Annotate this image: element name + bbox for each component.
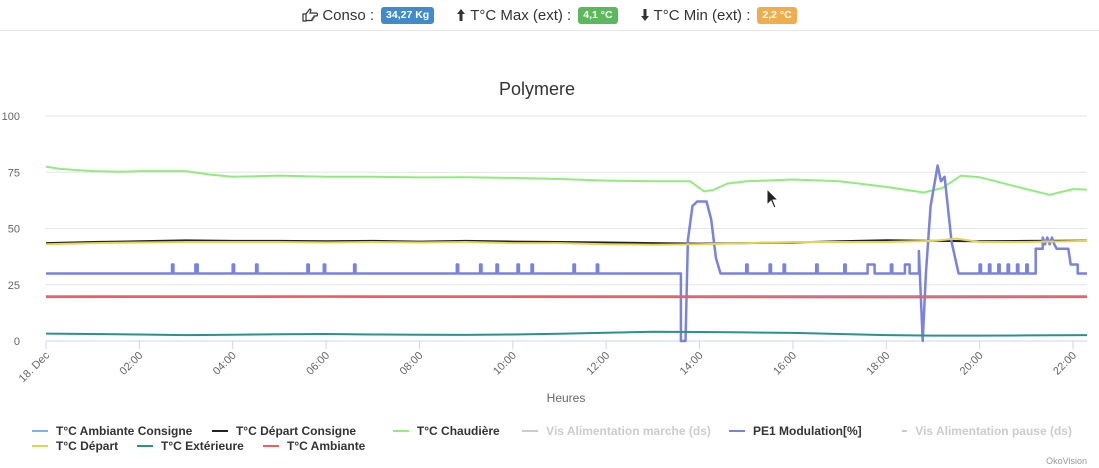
y-tick-label: 50: [8, 224, 20, 236]
y-tick-label: 0: [14, 336, 20, 348]
legend-label: T°C Chaudière: [416, 423, 500, 438]
x-tick-label: 08:00: [398, 350, 426, 378]
legend-swatch: [522, 429, 539, 432]
legend-row: T°C Départ T°C Extérieure T°C Ambiante: [32, 438, 1072, 453]
legend-item[interactable]: Vis Alimentation marche (ds): [522, 424, 729, 438]
legend-label: T°C Ambiante: [287, 438, 366, 453]
chart-legend: T°C Ambiante Consigne T°C Départ Consigne…: [32, 423, 1072, 453]
legend-swatch: [901, 429, 908, 432]
min-temp-label: T°C Min (ext) :: [653, 6, 751, 24]
line-chart: Polymere 0 25 50 75 100 18. Dec 02:00 04:00 06:…: [2, 79, 1088, 405]
conso-badge: 34,27 Kg: [381, 6, 435, 24]
x-tick-label: 04:00: [211, 350, 239, 378]
x-tick-label: 12:00: [584, 350, 612, 378]
legend-row: T°C Ambiante Consigne T°C Départ Consigne…: [32, 423, 1072, 438]
pointing-hand-icon: [302, 8, 319, 22]
series-line[interactable]: [46, 164, 1087, 343]
x-tick-label: 18. Dec: [17, 349, 53, 385]
series-line[interactable]: [45, 165, 1088, 196]
y-tick-label: 75: [8, 167, 20, 179]
credits-link[interactable]: OkoVision: [1046, 456, 1087, 466]
legend-item[interactable]: T°C Ambiante: [263, 439, 413, 453]
legend-swatch: [211, 429, 228, 432]
conso-stat: Conso : 34,27 Kg: [302, 6, 435, 24]
x-tick-label: 06:00: [304, 350, 332, 378]
min-temp-badge: 2,2 °C: [757, 6, 797, 24]
chart-title: Polymere: [499, 79, 575, 99]
max-temp-label: T°C Max (ext) :: [470, 6, 572, 24]
x-tick-label: 14:00: [678, 350, 706, 378]
y-tick-label: 25: [8, 280, 20, 292]
legend-swatch: [728, 429, 745, 432]
y-axis-ticks: 0 25 50 75 100: [2, 111, 20, 348]
x-tick-label: 18:00: [864, 350, 892, 378]
conso-label: Conso :: [322, 6, 375, 24]
legend-swatch: [32, 444, 48, 447]
max-temp-stat: T°C Max (ext) : 4,1 °C: [456, 6, 618, 24]
legend-swatch: [263, 444, 279, 447]
arrow-up-icon: [457, 9, 466, 21]
chart-grid: [46, 115, 1087, 342]
legend-item[interactable]: T°C Ambiante Consigne: [32, 424, 212, 438]
legend-label: T°C Extérieure: [161, 438, 244, 453]
x-axis-title: Heures: [547, 391, 586, 405]
chart-series: [45, 164, 1088, 343]
x-tick-label: 10:00: [491, 350, 519, 378]
legend-swatch: [137, 444, 153, 447]
legend-item[interactable]: T°C Départ Consigne: [211, 423, 393, 438]
arrow-cursor-icon: [766, 188, 780, 209]
legend-item[interactable]: Vis Alimentation pause (ds): [901, 423, 1072, 438]
max-temp-badge: 4,1 °C: [578, 6, 618, 24]
min-temp-stat: T°C Min (ext) : 2,2 °C: [640, 6, 797, 24]
x-tick-label: 02:00: [118, 350, 146, 378]
x-tick-label: 20:00: [958, 350, 986, 378]
legend-label: T°C Ambiante Consigne: [56, 423, 193, 438]
legend-label: T°C Départ Consigne: [235, 423, 357, 438]
series-line[interactable]: [45, 237, 1088, 246]
x-tick-label: 16:00: [771, 350, 799, 378]
y-tick-label: 100: [2, 111, 20, 123]
stats-bar: Conso : 34,27 Kg T°C Max (ext) : 4,1 °C …: [0, 0, 1099, 31]
legend-item[interactable]: PE1 Modulation[%]: [728, 423, 902, 438]
arrow-down-icon: [640, 9, 649, 21]
legend-label: Vis Alimentation marche (ds): [546, 423, 711, 438]
legend-label: Vis Alimentation pause (ds): [915, 423, 1072, 438]
series-line[interactable]: [45, 330, 1088, 337]
legend-label: PE1 Modulation[%]: [752, 423, 862, 438]
series-line[interactable]: [45, 239, 1088, 245]
legend-item[interactable]: T°C Chaudière: [392, 423, 522, 438]
legend-swatch: [392, 429, 409, 432]
x-axis-ticks: 18. Dec 02:00 04:00 06:00 08:00 10:00 12:00 14:…: [17, 341, 1079, 385]
x-tick-label: 22:00: [1051, 350, 1079, 378]
legend-item[interactable]: T°C Départ: [32, 439, 137, 453]
legend-item[interactable]: T°C Extérieure: [137, 439, 263, 453]
legend-swatch: [32, 429, 48, 432]
series-line[interactable]: [45, 295, 1088, 299]
legend-label: T°C Départ: [56, 438, 119, 453]
